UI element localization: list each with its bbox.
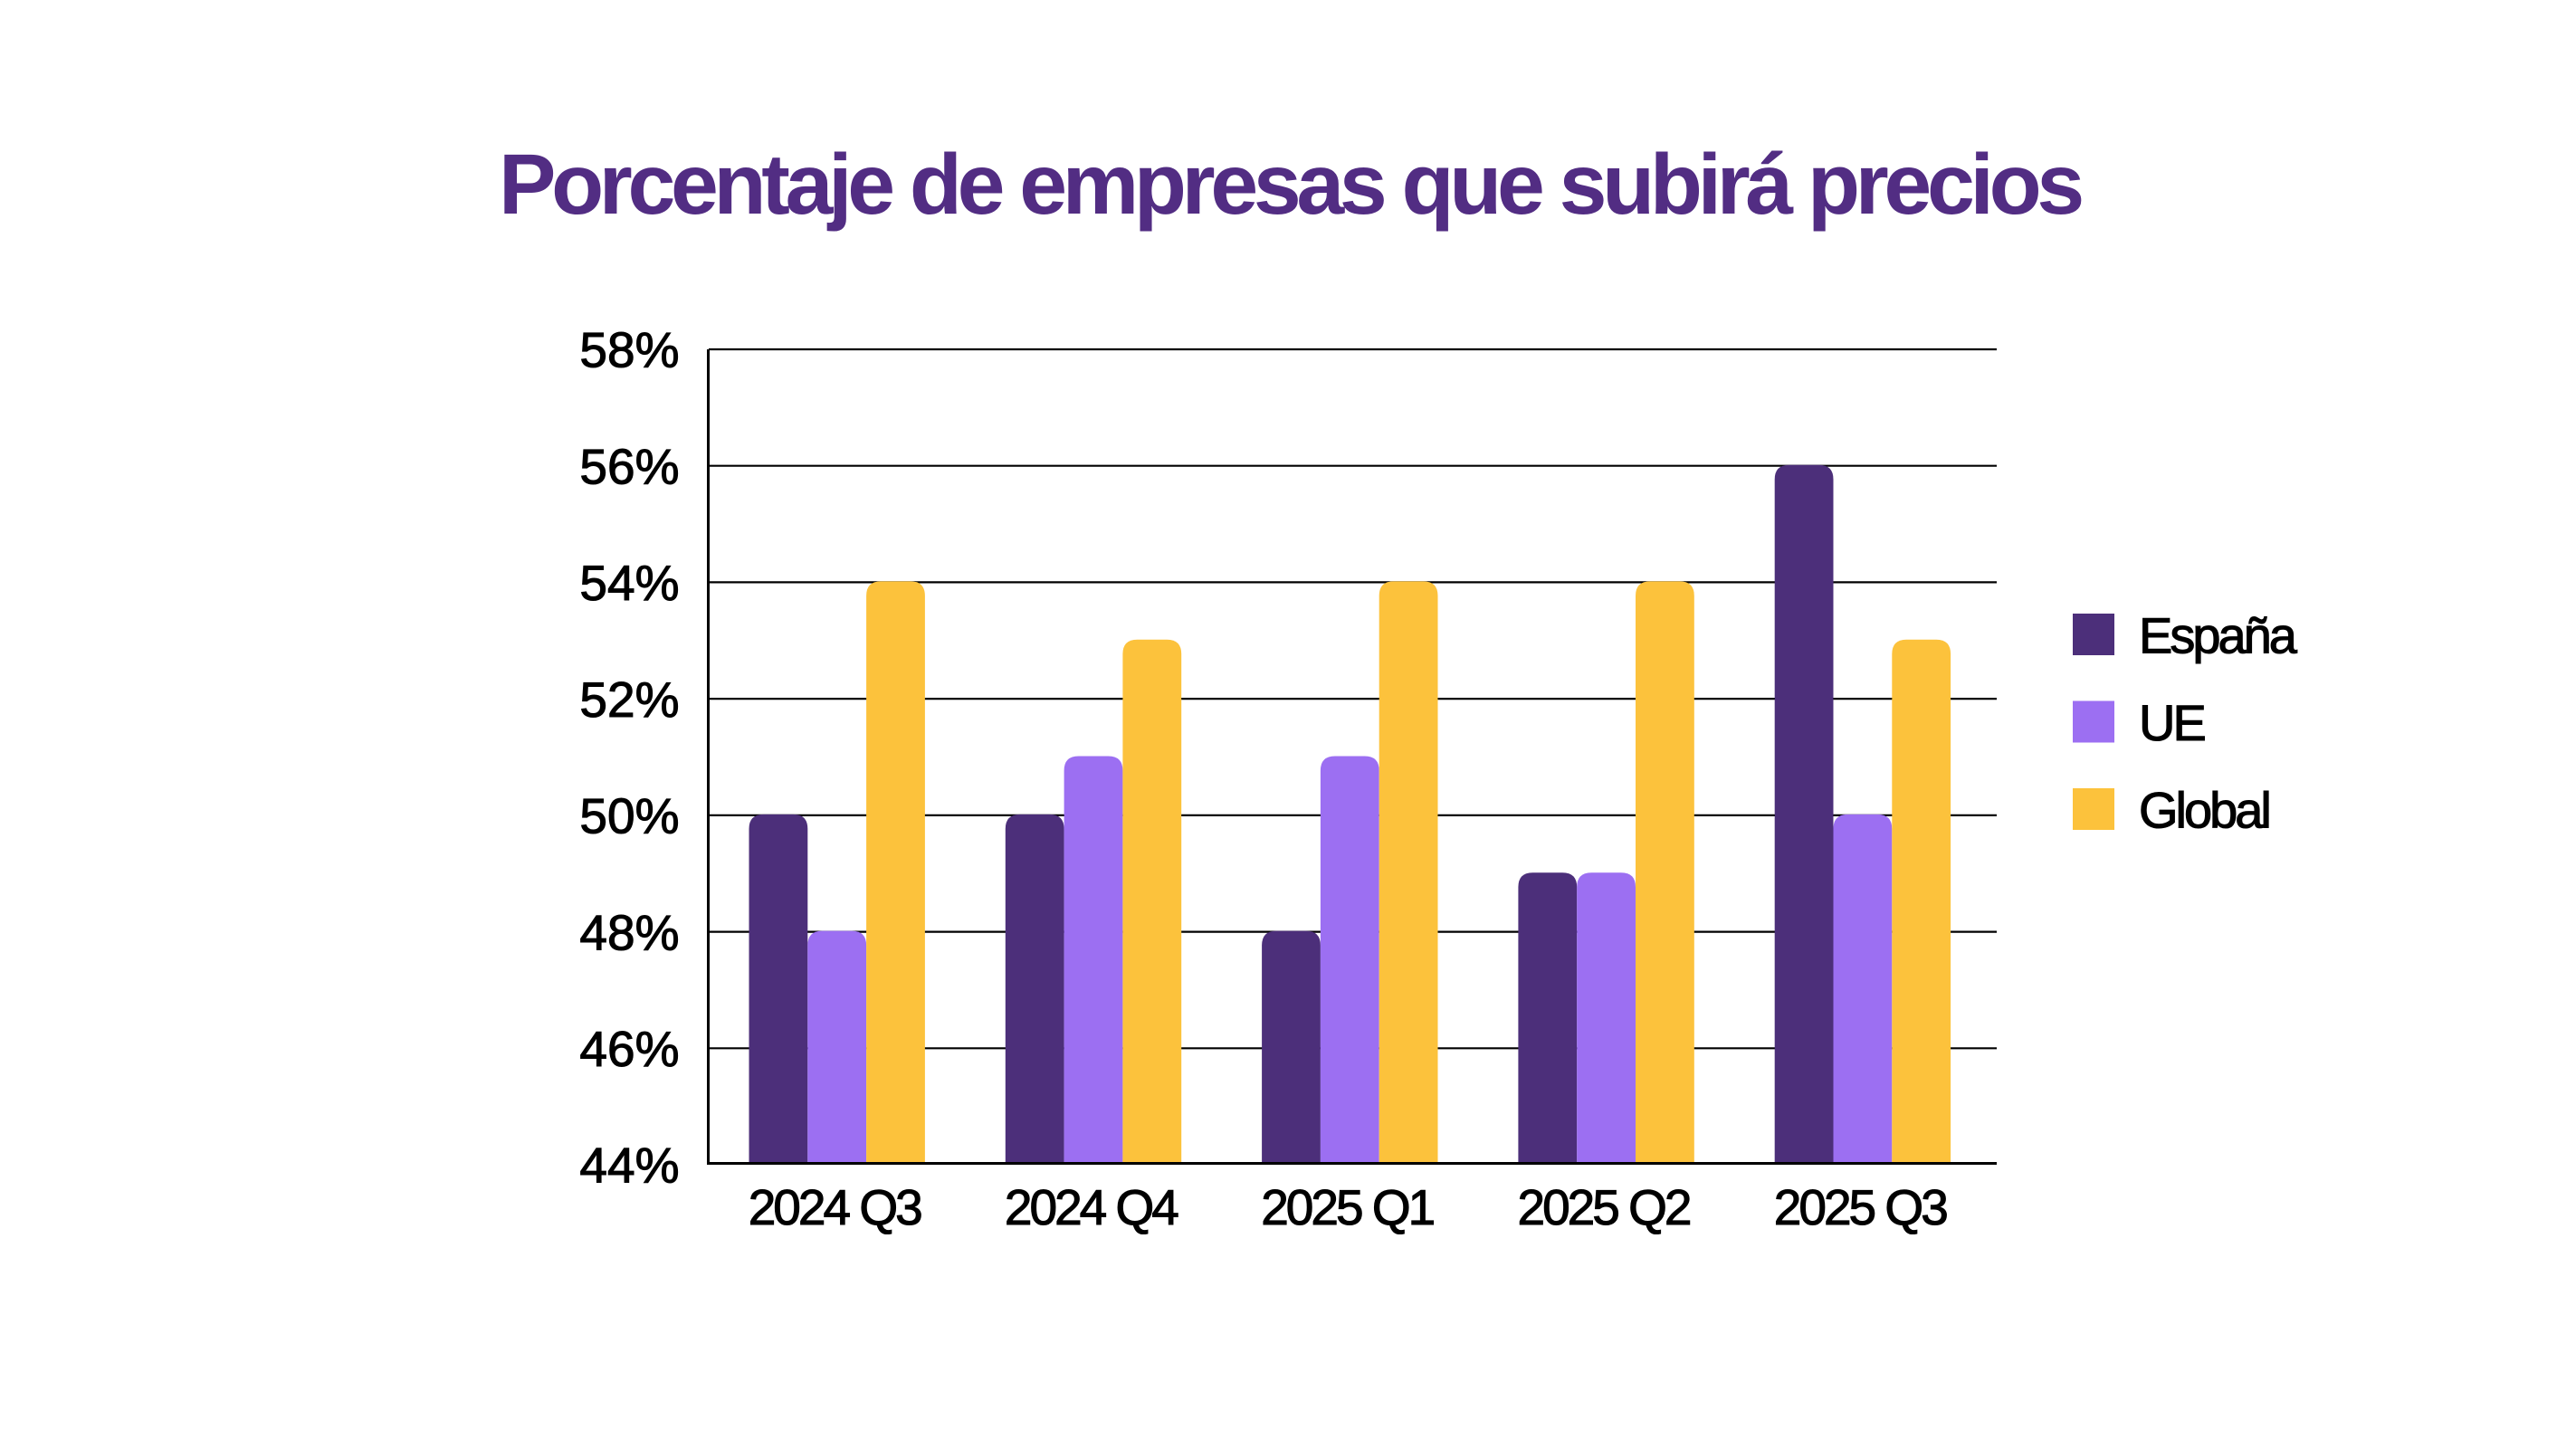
svg-text:Porcentaje de empresas que sub: Porcentaje de empresas que subirá precio… [499, 137, 2081, 233]
svg-text:Global: Global [2139, 781, 2269, 838]
svg-text:2025 Q1: 2025 Q1 [1261, 1179, 1433, 1235]
svg-text:50%: 50% [579, 788, 679, 844]
svg-text:46%: 46% [579, 1021, 679, 1077]
svg-text:58%: 58% [579, 322, 679, 378]
svg-text:2025 Q3: 2025 Q3 [1774, 1179, 1947, 1235]
svg-text:2025 Q2: 2025 Q2 [1517, 1179, 1689, 1235]
svg-text:44%: 44% [579, 1138, 679, 1194]
svg-text:56%: 56% [579, 438, 679, 494]
svg-text:UE: UE [2139, 694, 2204, 751]
svg-text:España: España [2139, 606, 2298, 663]
svg-text:48%: 48% [579, 904, 679, 960]
svg-text:2024 Q3: 2024 Q3 [749, 1179, 921, 1235]
svg-text:2024 Q4: 2024 Q4 [1005, 1179, 1178, 1235]
svg-text:52%: 52% [579, 672, 679, 728]
svg-text:54%: 54% [579, 555, 679, 611]
